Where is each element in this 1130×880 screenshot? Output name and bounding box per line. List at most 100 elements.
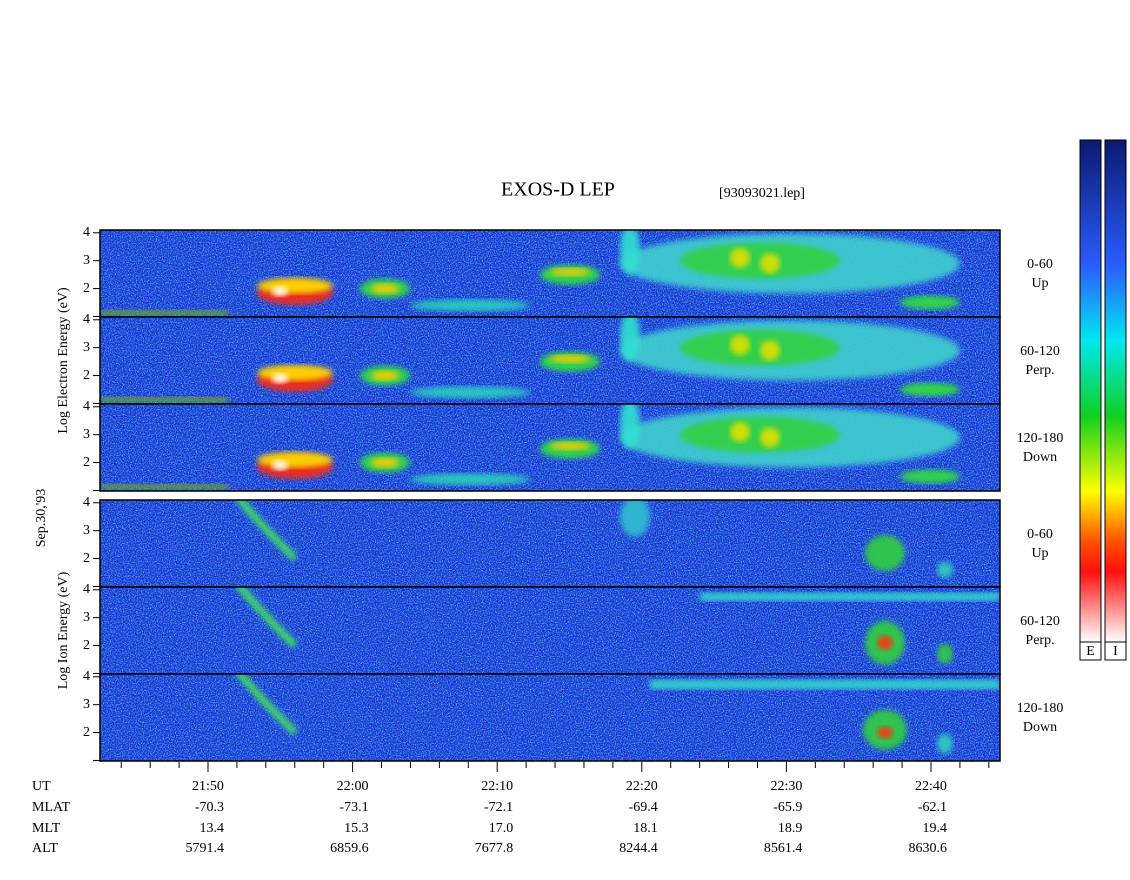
feature [100,397,228,401]
ion-streak [235,587,298,649]
spectrogram-panel: 2 3 4 [83,495,1001,588]
ephemeris-value: -62.1 [918,800,947,815]
feature [877,726,893,739]
ephemeris-value: 17.0 [489,821,514,836]
y-tick-label: 4 [83,495,90,510]
time-label: 22:10 [481,779,513,794]
y-axis-label: Log Electron Energy (eV) [56,287,71,434]
feature [620,404,640,449]
ephemeris-value: -69.4 [629,800,658,815]
panel-angle: 120-180 [1017,431,1064,446]
feature [272,460,288,471]
y-tick-label: 2 [83,368,90,383]
feature [730,421,750,442]
ephemeris-row-label: UT [32,779,51,794]
spectrogram-panel: 2 3 4 [83,225,1001,318]
feature [620,500,650,537]
colorbar [1079,139,1102,643]
ephemeris-value: 8630.6 [909,841,948,856]
spectrogram-panel: 2 3 4 [83,399,1001,492]
feature [272,373,288,384]
feature [937,643,953,664]
y-tick-label: 3 [83,340,90,355]
y-tick-label: 4 [83,669,90,684]
panel-direction: Down [1023,720,1057,735]
panel-frame [99,673,1001,762]
panel-angle: 0-60 [1027,257,1053,272]
colorbar-label: E [1086,644,1095,659]
feature [937,561,953,578]
ephemeris-value: 8561.4 [764,841,803,856]
y-tick-label: 2 [83,455,90,470]
feature [730,334,750,355]
feature [272,286,288,297]
time-label: 22:30 [770,779,802,794]
y-tick-label: 3 [83,610,90,625]
colorbar-label-box [1079,641,1102,661]
panel-direction: Up [1031,546,1048,561]
time-label: 22:20 [626,779,658,794]
ephemeris-value: -72.1 [484,800,513,815]
feature [620,230,640,275]
feature [100,310,228,314]
time-label: 22:40 [915,779,947,794]
title: EXOS-D LEP [501,179,615,201]
feature [680,329,840,366]
y-tick-label: 4 [83,582,90,597]
feature [620,317,640,362]
feature [877,635,893,650]
ephemeris-value: 8244.4 [619,841,658,856]
colorbar [1104,139,1127,643]
spectrogram-panel: 2 3 4 [83,312,1001,405]
panel-angle: 60-120 [1020,614,1060,629]
ephemeris-value: 6859.6 [330,841,369,856]
feature [257,277,333,294]
feature [550,267,590,276]
colorbar-label: I [1113,644,1118,659]
y-tick-label: 3 [83,253,90,268]
y-tick-label: 2 [83,551,90,566]
dark-specks [100,500,1000,587]
ephemeris-value: -73.1 [339,800,368,815]
panel-angle: 120-180 [1017,701,1064,716]
feature [410,473,530,486]
ephemeris-value: 15.3 [344,821,369,836]
panel-direction: Down [1023,450,1057,465]
ephemeris-row-label: MLT [32,821,61,836]
y-tick-label: 2 [83,725,90,740]
colorbars [1079,139,1127,661]
file-name: [93093021.lep] [719,186,805,201]
ephemeris-value: 18.1 [633,821,658,836]
y-tick-label: 3 [83,697,90,712]
time-label: 22:00 [337,779,369,794]
ephemeris-row-label: MLAT [32,800,71,815]
feature [760,253,780,274]
ephemeris-value: 19.4 [923,821,948,836]
feature [900,295,960,310]
panel-direction: Up [1031,276,1048,291]
feature [730,247,750,268]
colorbar-label-box [1104,641,1127,661]
spectrogram-image [100,404,1000,491]
ephemeris-value: -70.3 [195,800,224,815]
y-tick-label: 2 [83,281,90,296]
feature [760,340,780,361]
spectrogram-image [100,587,1000,674]
ion-streak [235,500,298,562]
feature [650,679,1000,690]
y-tick-label: 2 [83,638,90,653]
spectrogram-image [100,674,1000,761]
y-axis-label: Log Ion Energy (eV) [56,571,71,689]
feature [550,354,590,363]
ephemeris-value: 5791.4 [186,841,225,856]
feature [680,416,840,453]
panel-frame [99,403,1001,492]
ephemeris-value: 18.9 [778,821,803,836]
panel-angle: 60-120 [1020,344,1060,359]
spectrogram-image [100,317,1000,404]
feature [100,484,228,488]
feature [700,592,1000,601]
spectrogram-image [100,500,1000,587]
panel-angle: 0-60 [1027,527,1053,542]
